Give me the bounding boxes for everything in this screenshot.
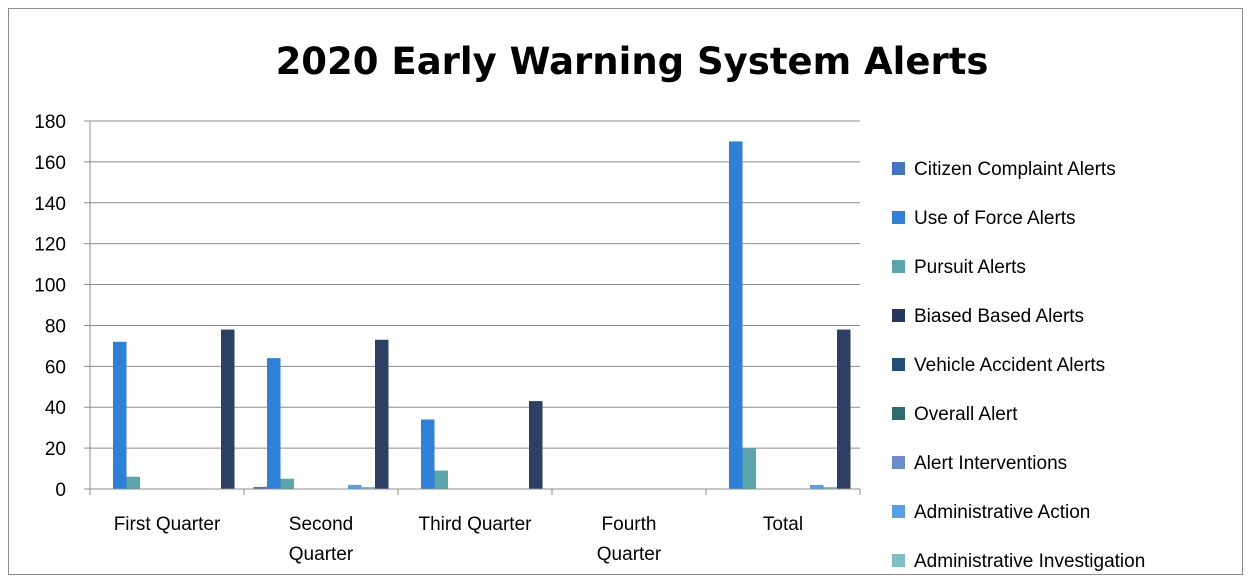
y-tick-label: 160 bbox=[34, 153, 66, 174]
bar bbox=[361, 486, 375, 489]
category-label: Total bbox=[763, 514, 803, 535]
category-label: Fourth bbox=[602, 514, 657, 535]
legend-label: Administrative Action bbox=[914, 502, 1090, 523]
bar bbox=[348, 484, 362, 489]
bar bbox=[823, 486, 837, 489]
bar bbox=[729, 141, 743, 489]
y-tick-label: 100 bbox=[34, 276, 66, 297]
y-tick-label: 120 bbox=[34, 235, 66, 256]
bar bbox=[375, 339, 389, 489]
legend-label: Vehicle Accident Alerts bbox=[914, 355, 1105, 376]
legend-label: Biased Based Alerts bbox=[914, 306, 1084, 327]
legend-swatch bbox=[892, 505, 905, 518]
bar bbox=[267, 358, 281, 489]
legend-label: Administrative Investigation bbox=[914, 551, 1145, 572]
category-label: First Quarter bbox=[114, 514, 221, 535]
legend: Citizen Complaint Alerts Use of Force Ale… bbox=[892, 159, 1145, 572]
category-label: Second bbox=[289, 514, 353, 535]
bar bbox=[434, 470, 448, 489]
category-label: Third Quarter bbox=[419, 514, 533, 535]
category-label: Quarter bbox=[289, 544, 354, 565]
y-tick-label: 80 bbox=[45, 316, 66, 337]
bars bbox=[113, 141, 851, 489]
gridlines bbox=[84, 120, 860, 490]
y-tick-labels: 0 20 40 60 80 100 120 140 160 180 bbox=[34, 112, 66, 501]
bar bbox=[421, 419, 435, 489]
bar bbox=[742, 448, 756, 489]
bar bbox=[837, 329, 851, 489]
legend-label: Citizen Complaint Alerts bbox=[914, 159, 1116, 180]
category-labels: First Quarter Second Quarter Third Quarter F… bbox=[114, 514, 803, 565]
legend-label: Alert Interventions bbox=[914, 453, 1067, 474]
legend-label: Use of Force Alerts bbox=[914, 208, 1076, 229]
y-tick-label: 0 bbox=[55, 480, 66, 501]
legend-swatch bbox=[892, 309, 905, 322]
bar bbox=[253, 486, 267, 489]
bar bbox=[280, 478, 294, 489]
chart-title: 2020 Early Warning System Alerts bbox=[276, 40, 989, 83]
bar bbox=[810, 484, 824, 489]
axes bbox=[89, 121, 861, 495]
legend-swatch bbox=[892, 554, 905, 567]
category-label: Quarter bbox=[597, 544, 662, 565]
legend-label: Overall Alert bbox=[914, 404, 1018, 425]
bar bbox=[113, 341, 127, 489]
y-tick-label: 40 bbox=[45, 398, 66, 419]
bar bbox=[221, 329, 235, 489]
y-tick-label: 180 bbox=[34, 112, 66, 133]
y-tick-label: 60 bbox=[45, 357, 66, 378]
legend-label: Pursuit Alerts bbox=[914, 257, 1026, 278]
y-tick-label: 20 bbox=[45, 439, 66, 460]
legend-swatch bbox=[892, 358, 905, 371]
y-tick-label: 140 bbox=[34, 194, 66, 215]
legend-swatch bbox=[892, 211, 905, 224]
bar bbox=[126, 476, 140, 489]
legend-swatch bbox=[892, 162, 905, 175]
legend-swatch bbox=[892, 456, 905, 469]
legend-swatch bbox=[892, 407, 905, 420]
chart-frame bbox=[8, 8, 1243, 575]
legend-swatch bbox=[892, 260, 905, 273]
bar bbox=[529, 401, 543, 489]
